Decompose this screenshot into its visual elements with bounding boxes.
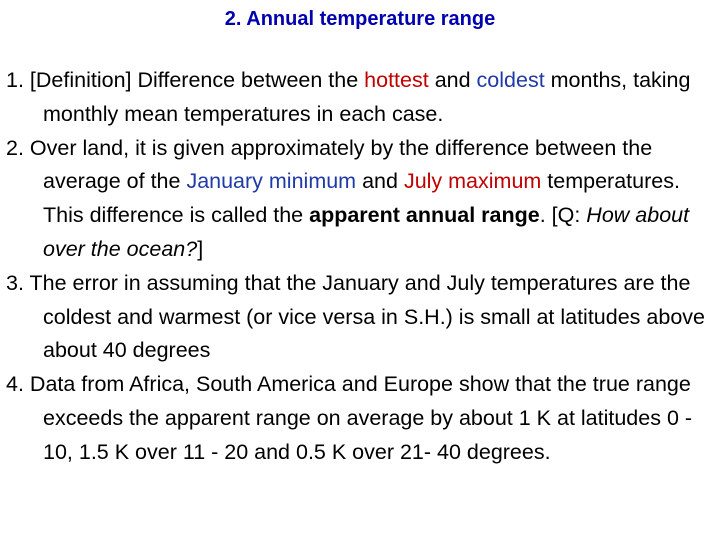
point-text: temperatures. This difference is called … <box>43 169 680 228</box>
point-error: 3. The error in assuming that the Januar… <box>6 267 716 368</box>
point-text: Over land, it is given approximately by … <box>29 135 653 194</box>
point-text: . [Q: <box>539 203 587 228</box>
point-text: months, taking monthly mean temperatures… <box>43 68 691 126</box>
point-text: and <box>356 169 404 194</box>
highlight-january-minimum: January minimum <box>186 169 357 194</box>
point-list: 1. [Definition] Difference between the h… <box>6 64 716 470</box>
point-over-land: 2. Over land, it is given approximately … <box>6 132 716 267</box>
term-apparent-annual-range: apparent annual range <box>309 203 540 228</box>
point-text: Data from Africa, South America and Euro… <box>29 372 693 464</box>
point-number: 4. <box>6 372 24 397</box>
point-data: 4. Data from Africa, South America and E… <box>6 368 716 469</box>
question-ocean: How about over the ocean? <box>43 203 690 261</box>
highlight-july-maximum: July maximum <box>403 169 542 194</box>
point-number: 2. <box>6 135 24 160</box>
point-number: 3. <box>6 270 24 295</box>
highlight-coldest: coldest <box>476 68 545 92</box>
point-text: The error in assuming that the January a… <box>29 270 705 363</box>
point-number: 1. <box>6 68 24 92</box>
slide-title: 2. Annual temperature range <box>224 8 496 30</box>
point-text: and <box>428 68 477 92</box>
point-text: [Definition] Difference between the <box>29 68 365 92</box>
point-text: ] <box>197 236 204 261</box>
point-definition: 1. [Definition] Difference between the h… <box>6 64 716 132</box>
highlight-hottest: hottest <box>364 68 429 92</box>
